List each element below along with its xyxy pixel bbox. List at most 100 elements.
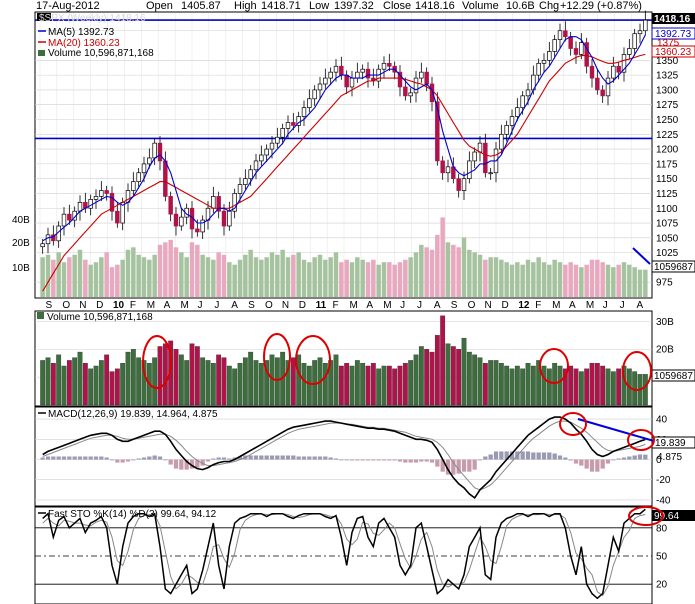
candle-body [291,122,296,126]
overlay-volume-bar [125,249,131,297]
overlay-volume-bar [605,264,611,297]
macd-histogram-bar [568,459,573,461]
x-tick-label: 11 [316,300,327,311]
candle-body [131,181,136,191]
overlay-volume-bar [179,252,184,297]
overlay-volume-bar [152,254,157,297]
volume-bar [296,354,302,406]
last-price-text: 1418.16 [654,14,691,25]
candle-body [141,163,147,174]
macd-histogram-bar [264,455,269,460]
header-close: 1418.16 [415,0,455,12]
overlay-volume-bar [589,259,595,297]
candle-body [435,101,440,162]
macd-histogram-bar [600,459,605,469]
macd-histogram-bar [435,459,440,467]
volume-circle-2 [263,333,291,381]
volume-bar [386,365,392,406]
candle-body [397,71,403,88]
candle-body [349,77,355,88]
overlay-volume-bar [515,262,520,297]
sto-value-marker [652,510,695,521]
volume-swatch [38,50,45,56]
price-tick-label: 1100 [656,204,678,215]
macd-histogram-bar [56,456,61,460]
macd-panel-title: MACD(12,26,9) 19.839, 14.964, 4.875 [48,409,218,420]
candle-body [643,19,648,32]
candle-body [67,213,72,221]
macd-histogram-bar [232,457,237,460]
ma20-marker [651,45,695,58]
macd-histogram-bar [163,459,168,461]
header-volume-label: Volume [462,0,499,12]
sto-panel-title: Fast STO %K(14) %D(3) 99.64, 94.12 [48,509,217,520]
macd-histogram-bar [285,455,291,460]
candle-body [515,107,520,117]
volume-bar [61,365,67,406]
macd-histogram-bar [328,457,333,460]
volume-trend-line [632,247,651,265]
overlay-volume-bar [531,262,536,297]
candle-body [525,89,531,97]
macd-histogram-bar [317,456,323,460]
candle-body [461,178,467,191]
x-tick-label: S [45,300,52,311]
volume-bar [541,365,547,406]
candle-body [227,210,232,227]
candle-body [488,172,493,175]
macd-histogram-bar [323,456,328,460]
overlay-volume-bar [499,259,504,297]
candle-body [557,30,563,40]
volume-bar [322,363,328,406]
overlay-volume-bar [419,244,424,297]
volume-bar [365,365,371,406]
candle-body [579,42,584,55]
x-tick-label: M [181,300,189,311]
x-tick-label: N [282,300,289,311]
macd-histogram-bar [408,459,413,463]
macd-histogram-bar [381,459,387,461]
volume-bar [82,363,88,406]
macd-hist-text: 4.875 [657,452,682,463]
overlay-volume-bar [344,259,349,297]
overlay-volume-bar [259,259,264,297]
volume-bar [221,357,227,406]
volume-bar [178,354,184,406]
moving-averages [42,34,646,292]
candle-body [312,89,317,100]
candle-body [440,160,445,174]
candle-body [264,148,269,156]
overlay-volume-bar [509,264,515,297]
macd-histogram-bar [509,451,515,460]
candle-body [253,160,259,171]
candle-body [547,51,552,61]
left-volume-tick: 10B [12,263,30,274]
macd-histogram-bar [51,456,56,460]
overlay-volume-bar [200,254,205,297]
candle-body [520,95,525,109]
candle-body [621,54,627,73]
candle-body [403,86,408,97]
volume-bar [130,349,136,406]
candle-body [269,142,275,150]
macd-histogram-bar [360,459,365,461]
volume-panel-title: Volume 10,596,871,168 [47,312,153,323]
volume-bar [40,360,46,406]
candle-body [317,83,323,91]
volume-bar [424,349,430,406]
price-tick-label: 1300 [656,85,679,96]
overlay-volume-bar [643,269,648,297]
candle-body [483,142,488,174]
candle-body [285,122,291,129]
price-panel-frame [34,11,653,299]
overlay-volume-bar [51,259,56,297]
macd-histogram-bar [333,458,339,460]
overlay-volume-bar [184,257,189,297]
volume-bar [573,368,579,406]
price-tick-label: 1075 [656,219,679,230]
macd-histogram-bar [72,456,77,460]
macd-histogram-bar [237,456,243,460]
volume-bar [109,371,115,406]
macd-histogram-bar [189,459,195,469]
overlay-volume-bar [253,257,259,297]
